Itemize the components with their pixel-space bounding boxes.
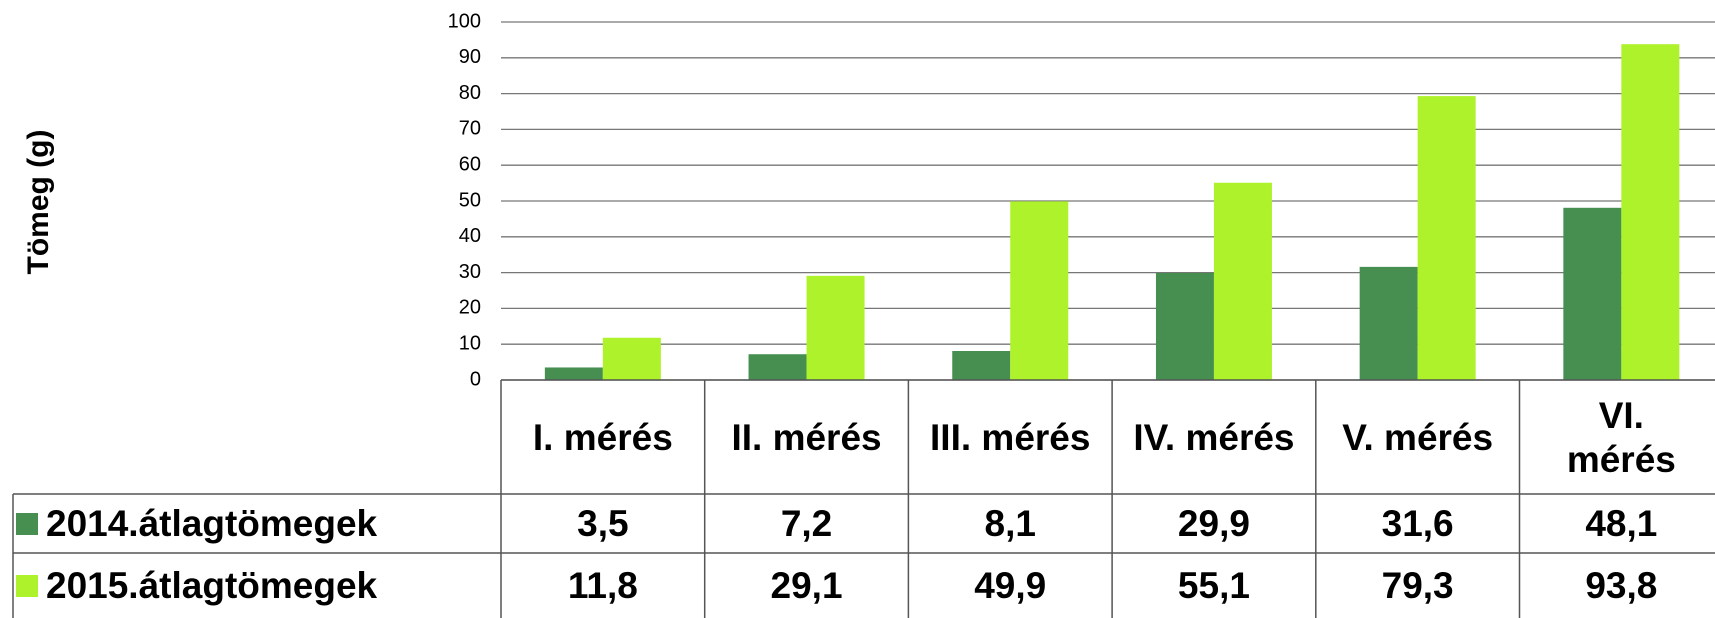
x-tick-label-text: II. mérés — [731, 417, 882, 458]
bar — [748, 354, 807, 380]
x-tick-label-text: VI. mérés — [1566, 395, 1676, 480]
data-table-value-text: 29,9 — [1177, 502, 1250, 544]
bar — [1621, 44, 1680, 381]
data-table-value: 7,2 — [705, 494, 909, 553]
data-table-value: 31,6 — [1316, 494, 1520, 553]
y-tick-label: 100 — [448, 10, 481, 32]
data-table-value: 79,3 — [1316, 553, 1520, 618]
bar — [952, 351, 1011, 380]
data-table-value-text: 55,1 — [1177, 564, 1250, 606]
bar — [1010, 201, 1069, 380]
data-table-value-text: 31,6 — [1381, 502, 1454, 544]
bar — [1359, 266, 1418, 380]
bar — [1213, 182, 1272, 380]
data-table-value: 29,9 — [1112, 494, 1316, 553]
x-tick-label: V. mérés — [1336, 384, 1500, 492]
data-table-value-text: 7,2 — [780, 502, 833, 544]
y-tick-label: 40 — [459, 225, 481, 247]
data-table-value-text: 11,8 — [567, 564, 638, 606]
x-tick-label: III. mérés — [928, 384, 1092, 492]
x-tick-label: I. mérés — [521, 384, 685, 492]
bar — [544, 367, 603, 380]
bar — [602, 337, 661, 380]
y-axis-label: Tömeg (g) — [22, 130, 55, 275]
data-table-value-text: 29,1 — [770, 564, 843, 606]
y-tick-label: 50 — [459, 189, 481, 211]
x-tick-label: VI. mérés — [1540, 384, 1704, 492]
legend-entry-text: 2014.átlagtömegek — [46, 502, 378, 544]
data-table-value-text: 8,1 — [984, 502, 1036, 544]
data-table-value: 48,1 — [1520, 494, 1715, 553]
data-table-value: 11,8 — [501, 553, 705, 618]
legend-entry: 2015.átlagtömegek — [16, 553, 497, 618]
bar — [1417, 96, 1476, 380]
data-table-value-text: 48,1 — [1585, 502, 1658, 544]
y-tick-label: 80 — [459, 82, 481, 104]
data-table-value: 93,8 — [1520, 553, 1715, 618]
y-tick-label: 0 — [470, 368, 481, 390]
data-table-value: 3,5 — [501, 494, 705, 553]
data-table-value: 8,1 — [908, 494, 1112, 553]
data-table-value: 49,9 — [908, 553, 1112, 618]
x-tick-label-text: IV. mérés — [1133, 417, 1295, 458]
x-tick-label-text: V. mérés — [1342, 417, 1494, 458]
y-tick-label: 60 — [459, 153, 481, 175]
y-tick-label: 10 — [459, 332, 481, 354]
legend-swatch — [16, 512, 38, 535]
data-table-value-text: 93,8 — [1585, 564, 1658, 606]
legend-entry: 2014.átlagtömegek — [16, 494, 497, 553]
x-tick-label: II. mérés — [725, 384, 889, 492]
bar — [1563, 207, 1622, 380]
data-table-value: 29,1 — [705, 553, 909, 618]
data-table-value-text: 49,9 — [974, 564, 1047, 606]
y-tick-label: 90 — [459, 46, 481, 68]
x-tick-label-text: III. mérés — [930, 417, 1091, 458]
legend-swatch — [16, 574, 38, 597]
y-tick-label: 70 — [459, 118, 481, 140]
data-table-value-text: 79,3 — [1381, 564, 1454, 606]
y-tick-label: 30 — [459, 261, 481, 283]
x-tick-label: IV. mérés — [1132, 384, 1296, 492]
bar — [1155, 272, 1214, 380]
data-table-value-text: 3,5 — [577, 502, 629, 544]
legend-entry-text: 2015.átlagtömegek — [46, 564, 378, 606]
bar — [806, 275, 865, 380]
data-table-value: 55,1 — [1112, 553, 1316, 618]
y-tick-label: 20 — [459, 297, 481, 319]
x-tick-label-text: I. mérés — [532, 417, 673, 458]
